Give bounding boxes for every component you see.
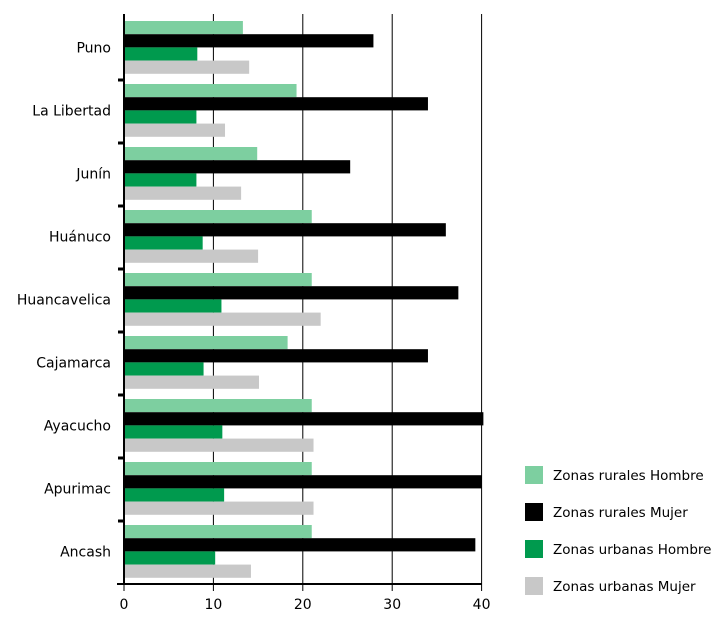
- bar-la-libertad-zonas-rurales-hombre: [124, 84, 297, 98]
- x-tick-labels: 0 10 20 30 40: [120, 597, 491, 613]
- legend-label-zonas-rurales-mujer: Zonas rurales Mujer: [553, 505, 688, 521]
- legend-swatch-zonas-rurales-mujer: [525, 503, 543, 521]
- category-label-cajamarca: Cajamarca: [36, 355, 111, 371]
- category-label-ayacucho: Ayacucho: [44, 418, 111, 434]
- category-label-huancavelica: Huancavelica: [17, 292, 111, 308]
- legend-swatch-zonas-urbanas-hombre: [525, 540, 543, 558]
- category-label-junin: Junín: [75, 166, 111, 182]
- bar-puno-zonas-rurales-mujer: [124, 34, 374, 48]
- bar-ancash-zonas-rurales-mujer: [124, 538, 476, 552]
- bar-puno-zonas-rurales-hombre: [124, 21, 243, 35]
- bar-huanuco-zonas-urbanas-mujer: [124, 249, 259, 263]
- bar-ancash-zonas-urbanas-mujer: [124, 564, 251, 578]
- category-label-huanuco: Huánuco: [49, 229, 111, 245]
- category-label-puno: Puno: [76, 40, 111, 56]
- category-labels: Puno La Libertad Junín Huánuco Huancavelica C…: [17, 40, 111, 560]
- bar-apurimac-zonas-rurales-mujer: [124, 475, 482, 489]
- bar-huancavelica-zonas-rurales-mujer: [124, 286, 459, 300]
- bar-ayacucho-zonas-rurales-hombre: [124, 399, 312, 413]
- x-tick-label-30: 30: [383, 597, 401, 613]
- bar-huancavelica-zonas-urbanas-hombre: [124, 299, 222, 313]
- bar-puno-zonas-urbanas-hombre: [124, 47, 198, 61]
- category-label-la-libertad: La Libertad: [32, 103, 111, 119]
- bar-huancavelica-zonas-rurales-hombre: [124, 273, 312, 287]
- bar-ayacucho-zonas-urbanas-hombre: [124, 425, 223, 439]
- bar-puno-zonas-urbanas-mujer: [124, 60, 250, 74]
- bar-apurimac-zonas-urbanas-hombre: [124, 488, 225, 502]
- legend-swatch-zonas-rurales-hombre: [525, 466, 543, 484]
- bar-huanuco-zonas-urbanas-hombre: [124, 236, 203, 250]
- legend-swatch-zonas-urbanas-mujer: [525, 577, 543, 595]
- axes: [117, 14, 483, 591]
- bar-cajamarca-zonas-rurales-mujer: [124, 349, 428, 363]
- bar-apurimac-zonas-rurales-hombre: [124, 462, 312, 476]
- category-label-apurimac: Apurimac: [44, 481, 111, 497]
- bar-junin-zonas-rurales-hombre: [124, 147, 258, 161]
- bar-huanuco-zonas-rurales-mujer: [124, 223, 446, 237]
- bars: [124, 21, 484, 578]
- bar-junin-zonas-urbanas-mujer: [124, 186, 242, 200]
- bar-ayacucho-zonas-rurales-mujer: [124, 412, 484, 426]
- bar-junin-zonas-urbanas-hombre: [124, 173, 197, 187]
- x-tick-label-10: 10: [204, 597, 222, 613]
- bar-la-libertad-zonas-rurales-mujer: [124, 97, 428, 111]
- bar-ayacucho-zonas-urbanas-mujer: [124, 438, 314, 452]
- legend-label-zonas-urbanas-hombre: Zonas urbanas Hombre: [553, 542, 711, 558]
- x-tick-label-20: 20: [294, 597, 312, 613]
- bar-cajamarca-zonas-rurales-hombre: [124, 336, 288, 350]
- bar-ancash-zonas-rurales-hombre: [124, 525, 312, 539]
- bar-la-libertad-zonas-urbanas-mujer: [124, 123, 226, 137]
- bar-ancash-zonas-urbanas-hombre: [124, 551, 216, 565]
- bar-huanuco-zonas-rurales-hombre: [124, 210, 312, 224]
- x-tick-label-0: 0: [120, 597, 129, 613]
- legend: Zonas rurales Hombre Zonas rurales Mujer Z…: [525, 466, 711, 595]
- x-tick-label-40: 40: [473, 597, 491, 613]
- bar-cajamarca-zonas-urbanas-mujer: [124, 375, 259, 389]
- bar-huancavelica-zonas-urbanas-mujer: [124, 312, 321, 326]
- bar-cajamarca-zonas-urbanas-hombre: [124, 362, 204, 376]
- legend-label-zonas-urbanas-mujer: Zonas urbanas Mujer: [553, 579, 696, 595]
- bar-junin-zonas-rurales-mujer: [124, 160, 351, 174]
- bar-la-libertad-zonas-urbanas-hombre: [124, 110, 197, 124]
- bar-apurimac-zonas-urbanas-mujer: [124, 501, 314, 515]
- category-label-ancash: Ancash: [60, 544, 111, 560]
- legend-label-zonas-rurales-hombre: Zonas rurales Hombre: [553, 468, 704, 484]
